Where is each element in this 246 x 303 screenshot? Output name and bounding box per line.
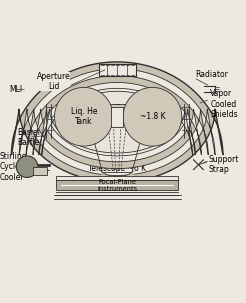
Ellipse shape bbox=[123, 87, 182, 146]
Bar bbox=[94, 104, 141, 118]
Bar bbox=[56, 176, 178, 180]
Text: Liq. He
Tank: Liq. He Tank bbox=[71, 107, 97, 126]
Ellipse shape bbox=[55, 87, 113, 146]
Bar bbox=[56, 180, 178, 190]
Polygon shape bbox=[33, 82, 201, 162]
Text: Aperture
Lid: Aperture Lid bbox=[37, 72, 70, 91]
Polygon shape bbox=[26, 76, 208, 169]
Text: Radiator: Radiator bbox=[196, 70, 228, 79]
Polygon shape bbox=[42, 91, 193, 155]
Bar bbox=[111, 107, 123, 127]
Text: Support
Strap: Support Strap bbox=[208, 155, 239, 175]
Ellipse shape bbox=[16, 156, 38, 178]
Bar bbox=[99, 64, 136, 76]
Text: Reflecting
Baffle: Reflecting Baffle bbox=[106, 118, 144, 137]
Polygon shape bbox=[39, 88, 196, 156]
Text: Focal-Plane
Instruments: Focal-Plane Instruments bbox=[97, 179, 137, 192]
Text: Vapor
Cooled
Shields: Vapor Cooled Shields bbox=[210, 89, 238, 119]
Text: Barrel
Baffle: Barrel Baffle bbox=[17, 128, 40, 147]
Text: Telescope ~6 K: Telescope ~6 K bbox=[88, 164, 146, 173]
Polygon shape bbox=[11, 62, 223, 182]
Text: Stirling
Cycle
Cooler: Stirling Cycle Cooler bbox=[0, 152, 27, 181]
Polygon shape bbox=[19, 69, 215, 175]
Text: MLI: MLI bbox=[9, 85, 23, 94]
Bar bbox=[33, 167, 47, 175]
Text: ~1.8 K: ~1.8 K bbox=[139, 112, 165, 121]
